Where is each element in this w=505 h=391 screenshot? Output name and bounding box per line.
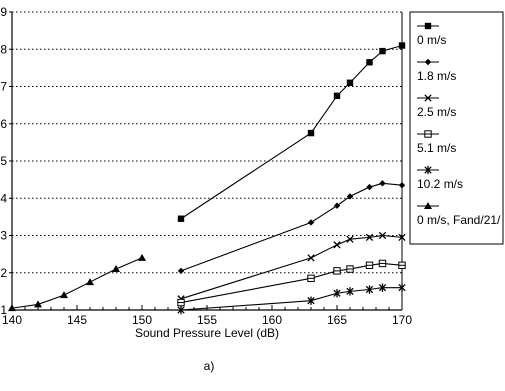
- data-point: [365, 285, 374, 294]
- data-point: [333, 267, 341, 275]
- legend-item: 0 m/s, Fand/21/: [417, 202, 501, 227]
- legend-marker: [424, 130, 432, 138]
- data-point: [307, 129, 315, 137]
- data-point: [346, 193, 354, 200]
- series-1: [177, 42, 406, 222]
- data-point: [333, 202, 341, 209]
- data-point: [138, 253, 146, 261]
- legend-marker: [424, 202, 432, 209]
- figure-caption: a): [204, 359, 215, 373]
- data-point: [177, 267, 185, 275]
- data-point: [112, 265, 120, 273]
- data-point: [365, 261, 374, 270]
- data-point: [366, 59, 373, 66]
- data-point: [366, 183, 373, 191]
- y-tick-label: 3: [0, 229, 7, 243]
- y-tick-labels: 1 2 3 4 5 6 7 8 9: [0, 5, 7, 317]
- y-tick-label: 6: [0, 117, 7, 131]
- data-point: [8, 304, 16, 312]
- grid-lines: [12, 11, 402, 274]
- data-point: [346, 287, 354, 296]
- y-tick-label: 7: [0, 80, 7, 94]
- data-point: [346, 265, 354, 273]
- legend-item: 2.5 m/s: [417, 94, 456, 119]
- data-point: [333, 289, 341, 298]
- data-point: [177, 298, 185, 307]
- data-point: [177, 305, 185, 315]
- x-tick-label: 145: [67, 313, 87, 327]
- x-tick-label: 170: [392, 313, 412, 327]
- data-point: [398, 283, 406, 292]
- data-point: [60, 291, 68, 299]
- legend-label: 2.5 m/s: [417, 105, 456, 119]
- x-tick-label: 155: [197, 313, 217, 327]
- data-point: [398, 182, 406, 189]
- legend-box: [409, 11, 504, 245]
- data-point: [307, 219, 315, 226]
- y-tick-label: 1: [0, 303, 7, 317]
- legend-marker: [424, 94, 432, 102]
- data-point: [346, 79, 354, 86]
- series-3: [177, 231, 406, 303]
- y-tick-label: 4: [0, 191, 7, 205]
- x-tick-labels: 140 145 150 155 160 165 170: [2, 313, 412, 327]
- data-point: [307, 254, 315, 262]
- data-point: [378, 283, 387, 292]
- legend-marker: [424, 58, 432, 66]
- data-point: [398, 261, 406, 270]
- data-point: [333, 241, 341, 249]
- x-tick-label: 140: [2, 313, 22, 327]
- series-6: [8, 253, 146, 312]
- legend-item: 5.1 m/s: [417, 130, 456, 155]
- series-line: [180, 44, 403, 220]
- series-4: [177, 259, 406, 307]
- x-tick-label: 160: [262, 313, 282, 327]
- series-2: [177, 180, 406, 275]
- data-point: [379, 47, 386, 55]
- data-point: [86, 278, 94, 286]
- legend-label: 0 m/s, Fand/21/: [417, 213, 501, 227]
- y-tick-label: 2: [0, 266, 7, 280]
- data-point: [378, 259, 387, 268]
- axes: [9, 11, 403, 311]
- legend-item: 10.2 m/s: [417, 165, 463, 191]
- data-point: [177, 215, 185, 222]
- x-axis-title: Sound Pressure Level (dB): [135, 326, 279, 340]
- series-line: [11, 257, 143, 309]
- legend-marker: [424, 22, 432, 30]
- legend-label: 10.2 m/s: [417, 177, 463, 191]
- legend-item: 0 m/s: [417, 22, 446, 47]
- data-point: [398, 42, 406, 49]
- data-point: [365, 233, 374, 242]
- data-point: [307, 274, 315, 283]
- x-tick-label: 165: [327, 313, 347, 327]
- legend-label: 1.8 m/s: [417, 69, 456, 83]
- legend: 0 m/s 1.8 m/s 2.5 m/s 5.1 m/s 10.2 m/s 0 m/s,…: [417, 22, 501, 227]
- data-point: [398, 233, 406, 242]
- y-tick-label: 8: [0, 42, 7, 56]
- data-point: [379, 180, 386, 187]
- data-point: [346, 235, 354, 243]
- legend-label: 0 m/s: [417, 33, 446, 47]
- series-5: [177, 283, 406, 315]
- data-point: [333, 92, 341, 100]
- series-lines: [8, 42, 406, 315]
- data-point: [34, 300, 42, 308]
- legend-item: 1.8 m/s: [417, 58, 456, 83]
- data-point: [307, 296, 315, 305]
- series-line: [180, 262, 403, 304]
- legend-marker: [424, 165, 432, 175]
- y-tick-label: 9: [0, 5, 7, 19]
- y-tick-label: 5: [0, 154, 7, 168]
- data-point: [378, 231, 387, 240]
- x-tick-label: 150: [132, 313, 152, 327]
- legend-label: 5.1 m/s: [417, 141, 456, 155]
